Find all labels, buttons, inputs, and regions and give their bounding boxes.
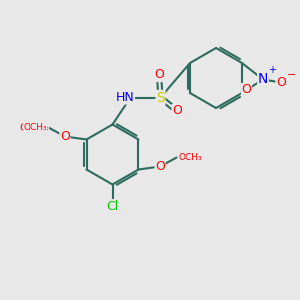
- Text: OCH₃: OCH₃: [23, 123, 47, 132]
- Text: O: O: [172, 104, 182, 118]
- Text: Cl: Cl: [106, 200, 119, 213]
- Text: O: O: [154, 68, 164, 82]
- Text: O: O: [155, 160, 165, 173]
- Text: O: O: [242, 83, 251, 97]
- Text: O: O: [276, 76, 286, 89]
- Text: S: S: [156, 91, 165, 104]
- Text: +: +: [268, 65, 276, 75]
- Text: O: O: [60, 130, 70, 143]
- Text: HN: HN: [116, 91, 134, 104]
- Text: −: −: [287, 70, 296, 80]
- Text: OCH₃: OCH₃: [19, 122, 48, 133]
- Text: OCH₃: OCH₃: [178, 153, 202, 162]
- Text: N: N: [258, 73, 268, 86]
